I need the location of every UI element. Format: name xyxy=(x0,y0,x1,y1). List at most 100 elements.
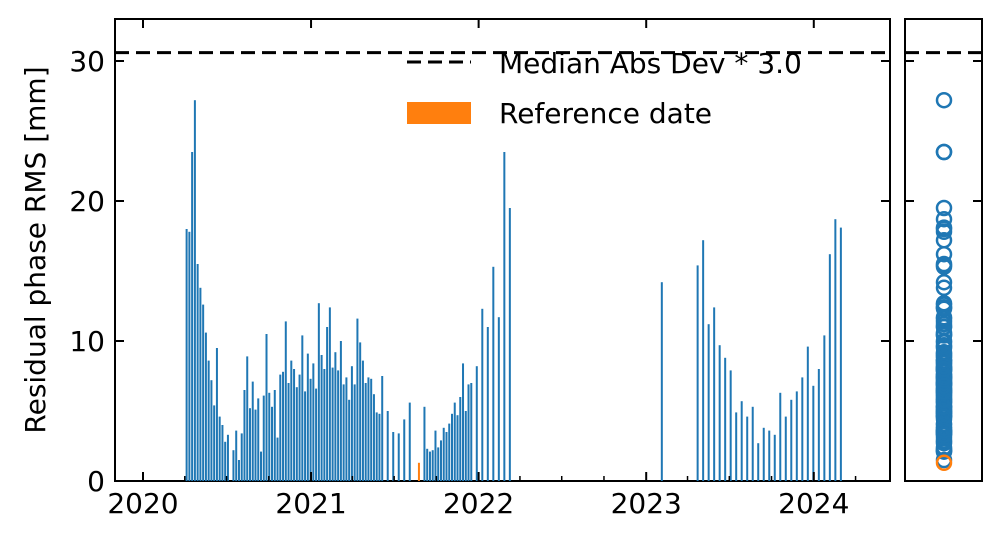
rms-bar xyxy=(497,317,500,481)
rms-bar xyxy=(356,318,359,481)
rms-bar xyxy=(284,321,287,481)
rms-bar xyxy=(428,451,431,481)
rms-bar xyxy=(660,282,663,481)
rms-bar xyxy=(503,152,506,481)
rms-bar xyxy=(202,304,205,481)
rms-bar xyxy=(453,402,456,481)
rms-bar xyxy=(345,377,348,481)
rms-bar xyxy=(342,384,345,481)
rms-bar xyxy=(757,443,760,481)
rms-bar xyxy=(353,384,356,481)
rms-bar xyxy=(431,450,434,481)
side-point xyxy=(935,91,953,109)
rms-bar xyxy=(367,377,370,481)
rms-bar xyxy=(386,411,389,481)
side-reference-point xyxy=(935,454,953,472)
rms-bar xyxy=(312,363,315,481)
rms-bar xyxy=(235,430,238,481)
x-tick-label: 2021 xyxy=(275,487,346,520)
side-point xyxy=(935,377,953,395)
rms-bar xyxy=(193,100,196,481)
rms-bar xyxy=(370,378,373,481)
rms-bar xyxy=(713,307,716,481)
x-tick-label: 2020 xyxy=(107,487,178,520)
rms-bar xyxy=(359,342,362,481)
rms-bar xyxy=(508,208,511,481)
rms-bar xyxy=(397,433,400,481)
side-point xyxy=(935,245,953,263)
rms-bar xyxy=(232,450,235,481)
rms-bar xyxy=(475,366,478,481)
rms-bar xyxy=(323,369,326,481)
rms-bar xyxy=(290,360,293,481)
x-tick-label: 2022 xyxy=(443,487,514,520)
side-point xyxy=(935,408,953,425)
rms-bar xyxy=(378,413,381,481)
rms-bar xyxy=(226,434,229,481)
rms-bar xyxy=(262,395,265,481)
rms-bar xyxy=(806,346,809,481)
rms-bar xyxy=(248,408,251,481)
rms-bar xyxy=(240,433,243,481)
y-tick-label: 30 xyxy=(69,45,105,78)
rms-bar xyxy=(215,348,218,481)
rms-bar xyxy=(795,391,798,481)
rms-bar xyxy=(282,371,285,481)
rms-bar xyxy=(423,406,426,481)
rms-bar xyxy=(348,399,351,481)
rms-bar xyxy=(724,357,727,481)
rms-bar xyxy=(784,416,787,481)
side-points xyxy=(935,91,953,472)
rms-bar xyxy=(287,383,290,481)
rms-bar xyxy=(331,367,334,481)
rms-bar xyxy=(337,370,340,481)
rms-bar xyxy=(823,335,826,481)
rms-bar xyxy=(265,334,268,481)
rms-bar xyxy=(462,363,465,481)
rms-bar xyxy=(839,227,842,481)
rms-bar xyxy=(339,341,342,481)
y-tick-label: 0 xyxy=(87,465,105,498)
rms-bar xyxy=(481,308,484,481)
rms-bar xyxy=(185,229,188,481)
rms-bar xyxy=(326,327,329,481)
rms-bar xyxy=(334,352,337,481)
rms-bar xyxy=(279,374,282,481)
rms-bar xyxy=(224,441,227,481)
rms-bar xyxy=(702,240,705,481)
side-y-ticks xyxy=(905,60,982,342)
rms-bar xyxy=(293,369,296,481)
rms-bar xyxy=(437,447,440,481)
main-bars xyxy=(185,100,842,481)
rms-bar xyxy=(707,324,710,481)
rms-bar xyxy=(188,231,191,481)
rms-bar xyxy=(426,448,429,481)
rms-bar xyxy=(696,265,699,481)
main-axes: 2020 2021 2022 2023 2024 0 10 20 30 Residual ph… xyxy=(19,18,891,520)
rms-bar xyxy=(301,335,304,481)
legend-label-mad: Median Abs Dev * 3.0 xyxy=(499,47,802,80)
side-point xyxy=(935,308,953,326)
rms-bar xyxy=(403,419,406,481)
rms-bar xyxy=(317,303,320,481)
rms-bar xyxy=(456,415,459,481)
rms-bar xyxy=(243,390,246,481)
rms-bar xyxy=(451,413,453,481)
rms-bar xyxy=(268,392,271,481)
rms-bar xyxy=(306,353,309,481)
rms-bar xyxy=(467,384,470,481)
x-ticks: 2020 2021 2022 2023 2024 xyxy=(107,19,857,520)
rms-bar xyxy=(817,369,820,481)
rms-bar xyxy=(768,430,771,481)
legend-reference-swatch xyxy=(407,102,471,124)
rms-bar xyxy=(735,412,738,481)
y-tick-label: 10 xyxy=(69,325,105,358)
rms-bar xyxy=(790,399,793,481)
side-point xyxy=(935,219,953,236)
side-axes xyxy=(904,18,983,482)
rms-bar xyxy=(762,427,765,481)
rms-bar xyxy=(746,416,749,481)
rms-bar xyxy=(309,378,312,481)
rms-bar xyxy=(246,356,249,481)
side-point xyxy=(935,273,953,291)
